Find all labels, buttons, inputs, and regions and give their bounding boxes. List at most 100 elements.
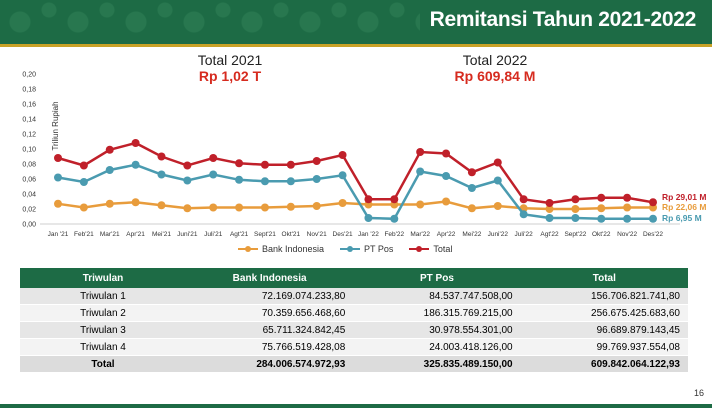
data-point-1	[571, 214, 580, 222]
table-header-row: Triwulan Bank Indonesia PT Pos Total	[20, 268, 688, 288]
data-point-1	[54, 173, 62, 182]
y-tick-label: 0,18	[22, 87, 36, 94]
y-tick-label: 0,14	[22, 117, 36, 124]
end-value-label: Rp 29,01 M	[662, 192, 706, 202]
data-point-1	[597, 214, 606, 223]
data-point-0	[571, 205, 580, 213]
data-point-0	[416, 200, 425, 209]
x-tick-label: Jan '22	[358, 231, 379, 238]
data-point-0	[79, 203, 88, 212]
data-point-1	[131, 160, 140, 169]
series-line-2	[57, 141, 654, 205]
data-point-0	[312, 202, 321, 210]
y-tick-label: 0,08	[22, 162, 36, 169]
data-point-1	[338, 171, 347, 180]
data-point-1	[209, 170, 218, 179]
x-tick-label: Nov'21	[307, 231, 327, 238]
x-tick-label: Feb'22	[384, 231, 404, 238]
x-tick-label: Mei'21	[152, 231, 171, 238]
data-point-0	[623, 203, 632, 212]
end-value-label: Rp 6,95 M	[662, 213, 702, 223]
data-point-1	[105, 166, 114, 174]
data-point-2	[493, 158, 502, 167]
data-point-2	[545, 199, 554, 207]
end-value-label: Rp 22,06 M	[662, 202, 706, 212]
legend-label-ptpos: PT Pos	[364, 244, 394, 254]
legend-item-bank: Bank Indonesia	[238, 244, 324, 254]
x-tick-label: Agt'22	[540, 231, 559, 238]
data-point-0	[183, 204, 192, 213]
cell-triwulan: Triwulan 3	[20, 321, 186, 339]
data-point-2	[416, 148, 425, 156]
data-point-1	[235, 175, 244, 184]
table-row: Triwulan 3 65.711.324.842,45 30.978.554.…	[20, 321, 688, 339]
data-point-0	[260, 203, 269, 212]
total-2022-label: Total 2022	[462, 52, 528, 68]
x-tick-label: Juni'22	[488, 231, 509, 238]
data-point-0	[235, 203, 244, 212]
y-tick-label: 0,16	[22, 102, 36, 109]
data-point-2	[467, 168, 476, 177]
page-number: 16	[693, 388, 704, 398]
cell-total-bank: 284.006.574.972,93	[185, 355, 354, 373]
y-tick-label: 0,00	[22, 222, 36, 229]
data-point-1	[623, 214, 632, 223]
data-point-0	[493, 202, 502, 210]
legend-label-total: Total	[433, 244, 453, 254]
legend-swatch-ptpos	[340, 245, 361, 252]
legend-label-bank: Bank Indonesia	[262, 244, 325, 254]
y-tick-label: 0,06	[22, 177, 36, 184]
legend-item-ptpos: PT Pos	[340, 244, 393, 254]
cell-triwulan: Triwulan 2	[20, 304, 186, 322]
legend-item-total: Total	[409, 244, 452, 254]
col-header-ptpos: PT Pos	[353, 268, 521, 288]
data-point-2	[105, 145, 114, 154]
x-tick-label: Okt'21	[282, 231, 301, 238]
data-point-1	[79, 178, 88, 186]
data-point-0	[105, 199, 114, 208]
x-tick-label: Apr'22	[437, 231, 456, 238]
x-tick-label: Okt'22	[592, 231, 611, 238]
cell-total: 156.706.821.741,80	[520, 288, 688, 305]
series-line-1	[57, 163, 653, 221]
x-tick-label: Mar'22	[410, 231, 430, 238]
data-point-2	[519, 195, 528, 204]
table-row: Triwulan 1 72.169.074.233,80 84.537.747.…	[20, 288, 688, 305]
x-tick-label: Apr'21	[126, 231, 145, 238]
data-point-2	[364, 195, 373, 204]
cell-triwulan: Triwulan 4	[20, 338, 186, 356]
data-point-1	[364, 214, 373, 222]
data-point-0	[545, 205, 554, 213]
data-point-1	[260, 177, 269, 186]
data-point-1	[312, 175, 321, 183]
y-tick-label: 0,20	[22, 72, 36, 79]
cell-bank: 70.359.656.468,60	[185, 304, 354, 322]
data-point-2	[79, 161, 88, 170]
x-tick-label: Mar'21	[100, 231, 120, 238]
y-tick-label: 0,04	[22, 192, 36, 199]
cell-total: 99.769.937.554,08	[520, 338, 688, 356]
total-2021-label: Total 2021	[197, 52, 263, 68]
data-point-2	[649, 198, 657, 207]
x-tick-label: Juli'22	[515, 231, 534, 238]
data-point-1	[649, 214, 657, 223]
x-tick-label: Juni'21	[177, 231, 198, 238]
data-point-0	[209, 203, 218, 212]
total-2022-value: Rp 609,84 M	[454, 68, 536, 84]
data-point-1	[416, 167, 425, 176]
data-point-1	[157, 170, 166, 179]
col-header-triwulan: Triwulan	[20, 268, 186, 288]
cell-ptpos: 30.978.554.301,00	[353, 321, 521, 339]
y-tick-label: 0,02	[22, 207, 36, 214]
data-point-1	[519, 210, 528, 219]
cell-total: 96.689.879.143,45	[520, 321, 688, 339]
cell-total: 256.675.425.683,60	[520, 304, 688, 322]
data-point-2	[312, 157, 321, 165]
cell-ptpos: 24.003.418.126,00	[353, 338, 521, 356]
header-banner: Remitansi Tahun 2021-2022	[0, 0, 712, 44]
col-header-total: Total	[520, 268, 688, 288]
data-point-2	[571, 195, 580, 204]
data-point-0	[467, 204, 476, 213]
y-axis-label: Triliun Rupiah	[51, 101, 60, 150]
data-point-2	[209, 154, 218, 162]
